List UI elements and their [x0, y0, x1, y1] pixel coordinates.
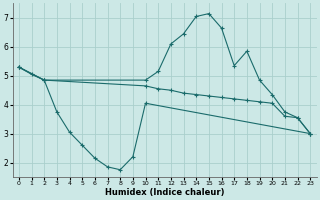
- X-axis label: Humidex (Indice chaleur): Humidex (Indice chaleur): [105, 188, 224, 197]
